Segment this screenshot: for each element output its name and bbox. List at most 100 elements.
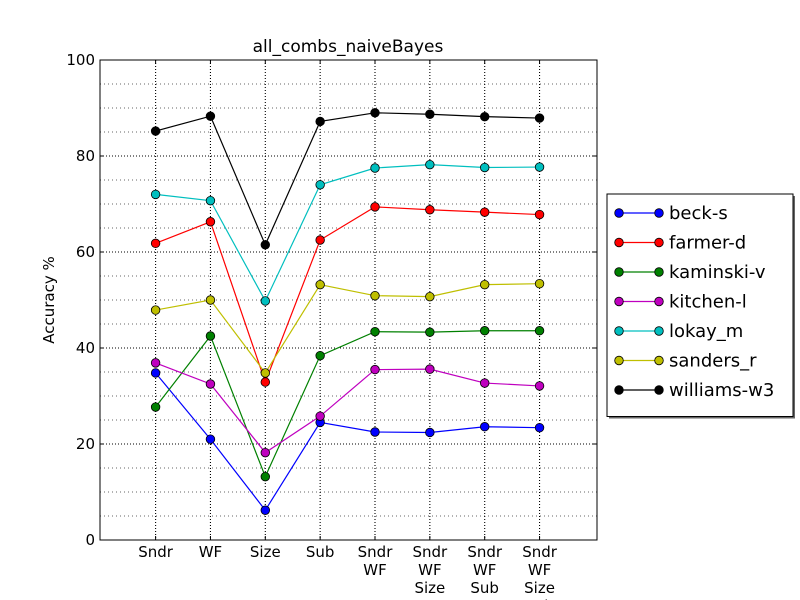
y-axis-label: Accuracy %	[40, 256, 58, 344]
data-point	[370, 290, 380, 301]
data-point	[260, 447, 271, 458]
data-point	[534, 162, 545, 172]
series-line	[155, 206, 540, 384]
data-point	[315, 350, 325, 361]
x-tick-label: Sndr	[138, 543, 174, 561]
data-point	[260, 377, 271, 387]
data-point	[260, 505, 271, 515]
x-tick-label: WF	[199, 543, 222, 561]
x-tick-label-line: Sub	[525, 597, 554, 600]
data-point	[260, 240, 271, 250]
x-tick-label-line: Sndr	[412, 543, 448, 561]
y-tick-label: 100	[66, 51, 95, 69]
x-tick-label-line: Sub	[470, 579, 499, 597]
data-point	[315, 279, 325, 290]
data-point	[205, 295, 216, 305]
legend-label: lokay_m	[669, 321, 743, 342]
data-point	[150, 368, 161, 378]
legend-label: williams-w3	[669, 380, 774, 401]
data-point	[480, 422, 490, 432]
legend-marker	[614, 208, 624, 218]
legend-marker	[654, 267, 664, 277]
series-markers	[150, 108, 545, 515]
series-line	[155, 283, 540, 375]
data-point	[260, 368, 271, 378]
y-tick-label: 60	[76, 243, 95, 261]
y-axis: 0 20 40 60 80 100	[66, 51, 597, 549]
data-point	[370, 163, 380, 173]
legend-marker	[614, 355, 624, 366]
data-point	[150, 189, 161, 200]
series-lines	[155, 112, 540, 512]
x-tick-label-line: WF	[363, 561, 386, 579]
data-point	[480, 279, 490, 290]
data-point	[205, 111, 216, 121]
data-point	[315, 235, 325, 245]
data-point	[425, 327, 435, 337]
data-point	[205, 434, 216, 444]
series-line	[155, 164, 540, 303]
data-point	[205, 379, 216, 389]
data-point	[480, 378, 490, 388]
y-tick-label: 80	[76, 147, 95, 165]
x-tick-label-line: WF	[528, 561, 551, 579]
data-point	[150, 238, 161, 249]
data-point	[425, 291, 435, 302]
x-tick-label-line: WF	[473, 561, 496, 579]
data-point	[205, 217, 216, 227]
x-tick-label: Sndr WF Size	[412, 543, 448, 597]
data-point	[315, 411, 325, 421]
x-tick-label-line: Sub	[306, 543, 335, 561]
legend-marker	[654, 326, 664, 336]
legend-label: kitchen-l	[669, 292, 747, 313]
data-point	[370, 364, 380, 375]
x-tick-label-line: Size	[250, 543, 281, 561]
legend: beck-s farmer-d kaminski-v kitchen-l lokay_m…	[606, 193, 795, 419]
legend-marker	[654, 237, 664, 248]
data-point	[150, 126, 161, 136]
legend-marker	[614, 385, 624, 395]
data-point	[260, 296, 271, 306]
data-point	[370, 427, 380, 437]
x-tick-label-line: WF	[418, 561, 441, 579]
legend-label: beck-s	[669, 203, 728, 224]
data-point	[150, 358, 161, 368]
x-tick-label: Sndr WF Sub	[467, 543, 503, 597]
y-tick-label: 40	[76, 339, 95, 357]
x-tick-label-line: Size	[414, 579, 445, 597]
x-tick-label-line: WF	[199, 543, 222, 561]
data-point	[425, 427, 435, 438]
chart-title: all_combs_naiveBayes	[253, 37, 444, 57]
x-tick-label: Size	[250, 543, 281, 561]
data-point	[534, 422, 545, 433]
series-line	[155, 372, 540, 512]
x-tick-label: Sndr WF	[358, 543, 394, 579]
data-point	[425, 205, 435, 215]
data-point	[480, 162, 490, 173]
data-point	[315, 116, 325, 127]
legend-marker	[654, 355, 664, 366]
data-point	[480, 111, 490, 122]
data-point	[425, 364, 435, 374]
legend-marker	[614, 326, 624, 336]
data-point	[534, 113, 545, 123]
x-tick-label-line: Sndr	[358, 543, 394, 561]
x-tick-label: Sub	[306, 543, 335, 561]
legend-label: kaminski-v	[669, 262, 766, 283]
legend-marker	[654, 385, 664, 395]
legend-marker	[614, 296, 624, 307]
x-tick-label-line: Sndr	[138, 543, 174, 561]
data-point	[425, 159, 435, 170]
series-line	[155, 330, 540, 479]
x-tick-label-line: Sndr	[522, 543, 558, 561]
legend-label: sanders_r	[669, 351, 757, 372]
data-point	[205, 195, 216, 206]
data-point	[150, 402, 161, 412]
data-point	[370, 202, 380, 212]
data-point	[150, 305, 161, 315]
x-tick-label-line: Size	[524, 579, 555, 597]
data-point	[534, 209, 545, 220]
legend-box	[606, 193, 794, 417]
y-tick-label: 0	[85, 531, 95, 549]
